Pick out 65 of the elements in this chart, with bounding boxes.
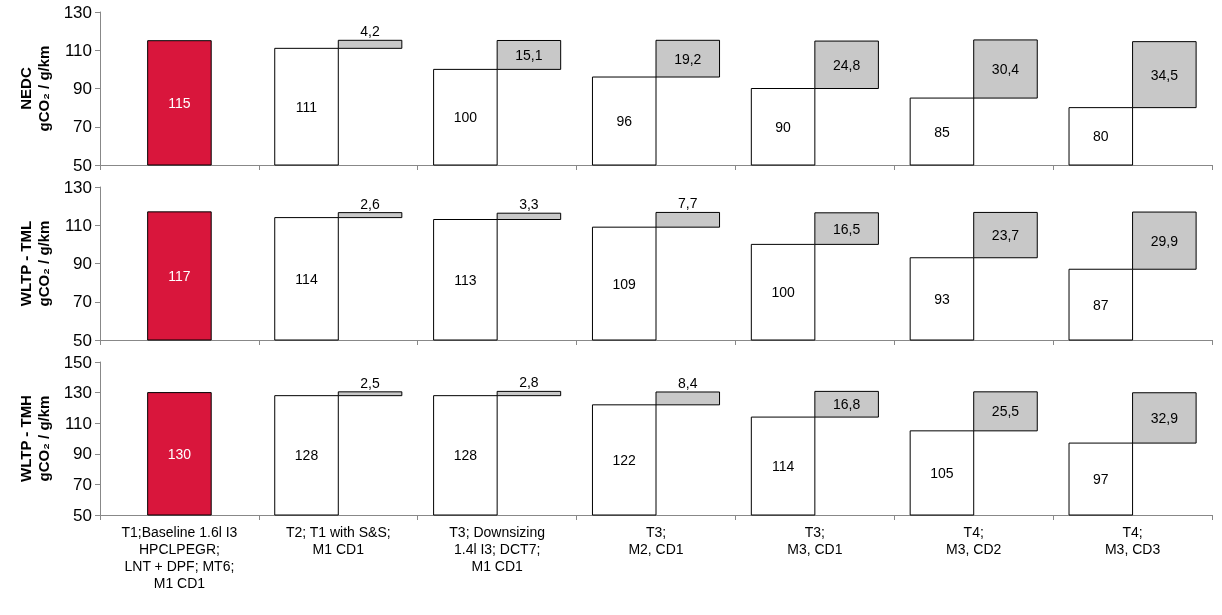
y-tick-label: 110 [64, 215, 92, 235]
data-label: 87 [1093, 296, 1109, 313]
y-tick-label: 110 [64, 413, 92, 433]
y-axis-title: WLTP - TML gCO₂ / g/km [17, 220, 53, 307]
data-label: 97 [1093, 471, 1109, 488]
data-label: 90 [775, 118, 792, 135]
x-tick-label: T4; M3, CD3 [1104, 523, 1161, 557]
data-label: 100 [453, 109, 478, 126]
y-tick-label: 70 [73, 474, 92, 494]
data-label: 115 [168, 94, 191, 111]
data-label: 93 [934, 290, 950, 307]
x-tick-label: T3; Downsizing 1.4l I3; DCT7; M1 CD1 [449, 523, 545, 574]
y-tick-label: 50 [73, 155, 92, 175]
data-label: 8,4 [678, 374, 698, 391]
y-tick-label: 90 [73, 444, 92, 464]
y-axis-title: NEDC gCO₂ / g/km [17, 45, 53, 132]
y-tick-label: 90 [73, 79, 92, 98]
y-tick-label: 90 [73, 254, 92, 273]
data-label: 105 [930, 464, 954, 481]
y-tick-label: 130 [63, 177, 92, 197]
data-label: 15,1 [515, 46, 543, 63]
data-label: 3,3 [519, 196, 539, 213]
data-label: 113 [454, 271, 477, 288]
data-label: 4,2 [360, 23, 380, 40]
data-label: 114 [771, 458, 795, 475]
data-label: 80 [1093, 128, 1109, 145]
data-label: 30,4 [991, 60, 1020, 77]
data-label: 29,9 [1150, 232, 1179, 249]
y-tick-label: 130 [63, 2, 92, 22]
x-tick-label: T3; M2, CD1 [628, 523, 684, 557]
data-label: 34,5 [1150, 66, 1179, 83]
data-label: 24,8 [833, 56, 861, 73]
y-tick-label: 110 [64, 40, 92, 60]
data-label: 16,8 [833, 396, 861, 413]
data-label: 23,7 [991, 227, 1020, 244]
y-tick-label: 50 [73, 330, 92, 350]
x-tick-label: T1;Baseline 1.6l I3 HPCLPEGR; LNT + DPF; MT6; M1 CD1 [121, 523, 238, 591]
y-tick-label: 130 [63, 383, 92, 403]
data-label: 114 [295, 270, 318, 287]
data-label: 19,2 [674, 50, 702, 67]
data-label: 130 [167, 445, 192, 462]
data-label: 85 [934, 123, 950, 140]
data-label: 128 [294, 447, 319, 464]
data-label: 7,7 [678, 195, 698, 212]
y-axis-title: WLTP - TMH gCO₂ / g/km [17, 395, 53, 482]
data-label: 111 [295, 98, 318, 115]
y-tick-label: 150 [63, 352, 92, 372]
data-label: 117 [168, 267, 191, 284]
data-label: 109 [612, 275, 637, 292]
data-label: 128 [453, 447, 478, 464]
data-label: 25,5 [991, 403, 1020, 420]
data-label: 32,9 [1150, 409, 1179, 426]
x-tick-label: T4; M3, CD2 [946, 523, 1002, 557]
y-tick-label: 50 [73, 505, 92, 525]
x-tick-label: T2; T1 with S&S; M1 CD1 [285, 523, 391, 557]
data-label: 16,5 [833, 220, 861, 237]
data-label: 122 [612, 451, 637, 468]
y-tick-label: 70 [73, 117, 92, 137]
data-label: 2,8 [519, 374, 539, 391]
data-label: 96 [616, 113, 633, 130]
data-label: 2,5 [360, 374, 380, 391]
data-label: 2,6 [360, 195, 380, 212]
x-tick-label: T3; M3, CD1 [787, 523, 843, 557]
y-tick-label: 70 [73, 292, 92, 312]
data-label: 100 [771, 284, 795, 301]
